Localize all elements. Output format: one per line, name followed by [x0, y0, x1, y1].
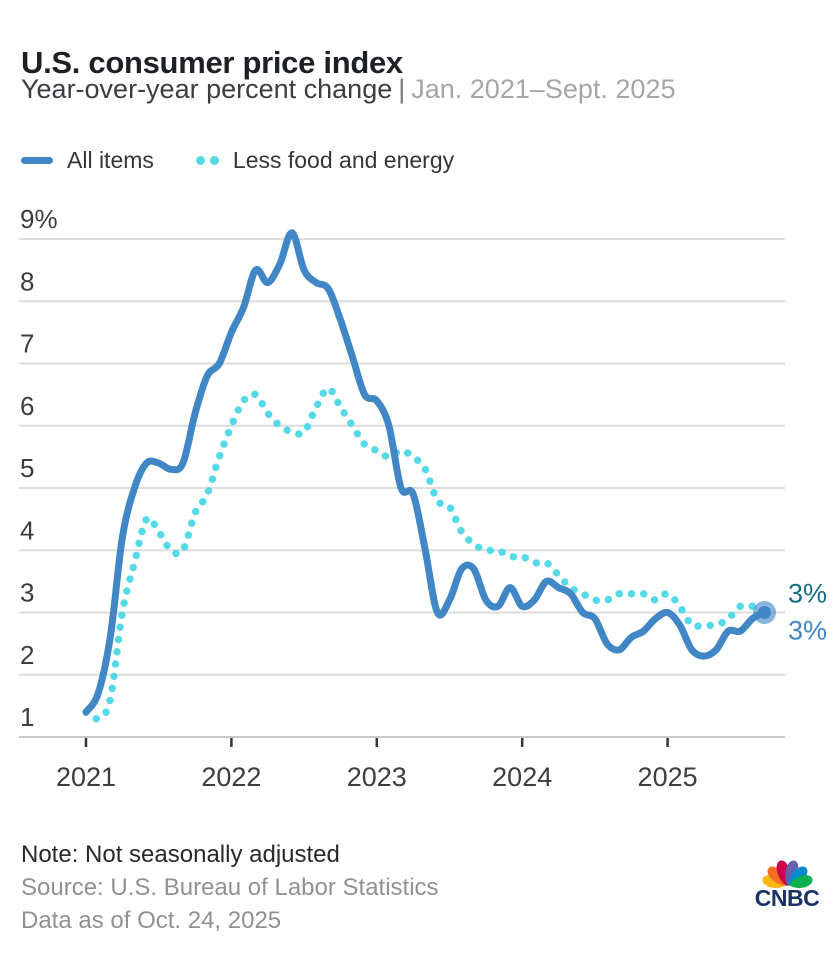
page-title: U.S. consumer price index — [21, 44, 403, 80]
legend-label-less-food-energy: Less food and energy — [232, 147, 455, 173]
dotted-line-swatch-icon — [195, 156, 219, 165]
y-axis-tick-label: 4 — [20, 515, 34, 545]
end-value-label-all-items: 3% — [788, 616, 827, 646]
end-value-label-less-food-energy: 3% — [788, 579, 827, 609]
series-line-less-food-and-energy — [82, 384, 769, 723]
cnbc-logo: CNBC — [755, 860, 820, 911]
x-axis-tick-label: 2022 — [201, 762, 261, 792]
x-axis-tick-label: 2023 — [347, 762, 407, 792]
subtitle-main: Year-over-year percent change — [21, 74, 393, 104]
y-axis-tick-label: 8 — [20, 266, 34, 296]
x-axis-tick-label: 2025 — [638, 762, 698, 792]
y-axis-tick-label: 3 — [20, 578, 34, 608]
chart-legend: All items Less food and energy — [21, 147, 496, 174]
subtitle-date-range: Jan. 2021–Sept. 2025 — [411, 74, 676, 104]
y-axis-tick-label: 9% — [20, 204, 58, 234]
peacock-icon — [762, 860, 813, 888]
data-as-of-line: Data as of Oct. 24, 2025 — [21, 907, 282, 934]
y-axis-tick-label: 7 — [20, 329, 34, 359]
legend-item-less-food-energy: Less food and energy — [195, 147, 455, 174]
y-axis-tick-label: 5 — [20, 453, 34, 483]
source-line: Source: U.S. Bureau of Labor Statistics — [21, 874, 439, 901]
chart-footer: Note: Not seasonally adjusted Source: U.… — [21, 838, 439, 937]
subtitle-separator: | — [398, 74, 406, 104]
cnbc-wordmark: CNBC — [755, 885, 819, 911]
y-axis-tick-label: 6 — [20, 391, 34, 421]
x-axis-tick-label: 2024 — [492, 762, 552, 792]
solid-line-swatch-icon — [21, 157, 53, 164]
legend-label-all-items: All items — [67, 147, 154, 173]
footnote: Note: Not seasonally adjusted — [21, 841, 340, 868]
x-axis-tick-label: 2021 — [56, 762, 116, 792]
chart-subtitle: Year-over-year percent change | Jan. 2021–… — [21, 74, 675, 105]
series-end-dot — [758, 606, 772, 619]
y-axis-tick-label: 2 — [20, 640, 34, 670]
y-axis-tick-label: 1 — [20, 702, 34, 732]
series-line-all-items — [82, 229, 768, 716]
legend-item-all-items: All items — [21, 147, 154, 174]
